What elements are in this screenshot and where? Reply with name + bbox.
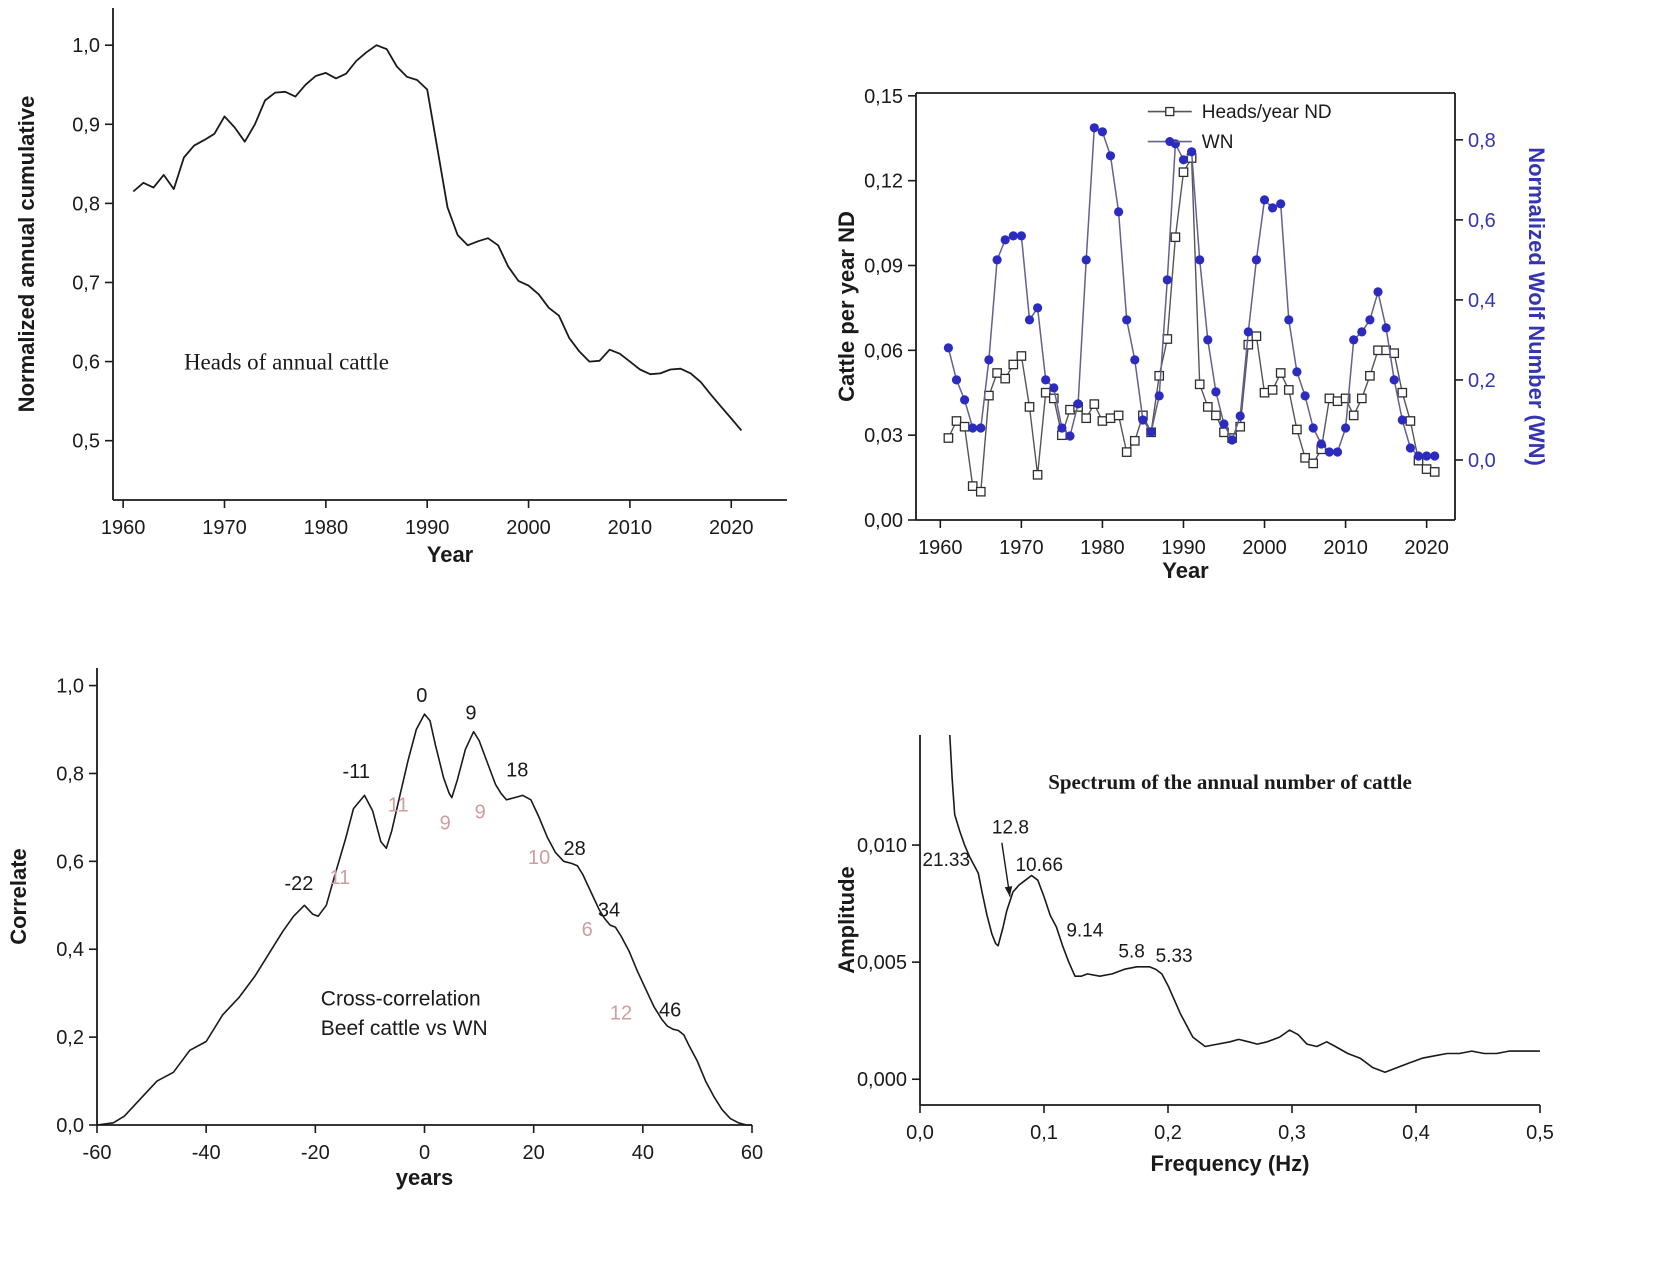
svg-text:0,8: 0,8 [56, 763, 84, 785]
svg-text:12: 12 [610, 1003, 632, 1025]
svg-text:9: 9 [465, 702, 476, 724]
svg-text:Normalized annual cumulative: Normalized annual cumulative [14, 96, 39, 413]
svg-text:0,2: 0,2 [56, 1027, 84, 1049]
svg-text:0,4: 0,4 [1402, 1122, 1430, 1144]
svg-text:Amplitude: Amplitude [834, 866, 859, 974]
svg-text:2010: 2010 [1323, 537, 1368, 559]
svg-text:0,1: 0,1 [1030, 1122, 1058, 1144]
svg-text:2010: 2010 [608, 517, 653, 539]
svg-text:1960: 1960 [918, 537, 963, 559]
svg-text:11: 11 [388, 795, 409, 817]
svg-text:1960: 1960 [101, 517, 146, 539]
svg-text:0: 0 [416, 685, 427, 707]
svg-text:28: 28 [563, 838, 585, 860]
svg-text:-22: -22 [285, 873, 314, 895]
svg-text:0,6: 0,6 [72, 352, 100, 374]
svg-text:Cross-correlation: Cross-correlation [321, 987, 481, 1010]
svg-text:0: 0 [419, 1142, 430, 1164]
svg-text:20: 20 [523, 1142, 545, 1164]
svg-text:5.33: 5.33 [1156, 946, 1193, 967]
svg-text:46: 46 [659, 999, 681, 1021]
svg-text:12.8: 12.8 [992, 817, 1029, 838]
svg-text:0,5: 0,5 [72, 431, 100, 453]
svg-text:-60: -60 [83, 1142, 112, 1164]
svg-text:0,0: 0,0 [906, 1122, 934, 1144]
svg-text:0,03: 0,03 [864, 425, 903, 447]
svg-text:0,12: 0,12 [864, 171, 903, 193]
svg-text:1980: 1980 [1080, 537, 1125, 559]
svg-text:10.66: 10.66 [1015, 855, 1063, 876]
svg-text:1970: 1970 [999, 537, 1044, 559]
svg-text:Cattle per year ND: Cattle per year ND [834, 211, 859, 402]
svg-text:0,9: 0,9 [72, 114, 100, 136]
svg-text:years: years [396, 1165, 454, 1190]
svg-text:0,000: 0,000 [857, 1069, 907, 1091]
svg-text:0,5: 0,5 [1526, 1122, 1554, 1144]
svg-text:6: 6 [582, 919, 593, 941]
svg-text:1,0: 1,0 [56, 676, 84, 698]
svg-text:0,4: 0,4 [1468, 290, 1496, 312]
svg-text:5.8: 5.8 [1118, 941, 1144, 962]
svg-text:1970: 1970 [202, 517, 247, 539]
svg-text:40: 40 [632, 1142, 654, 1164]
svg-text:0,15: 0,15 [864, 86, 903, 108]
svg-text:1990: 1990 [1161, 537, 1206, 559]
svg-text:0,8: 0,8 [72, 193, 100, 215]
svg-text:0,00: 0,00 [864, 510, 903, 532]
svg-text:10: 10 [528, 847, 550, 869]
svg-text:Heads/year ND: Heads/year ND [1202, 102, 1332, 123]
svg-text:0,2: 0,2 [1468, 370, 1496, 392]
svg-text:Spectrum of the annual number: Spectrum of the annual number of cattle [1048, 770, 1412, 794]
chart-cross-correlation: -60 -40 -20 0 20 40 600,00,20,40,60,81,0yearsC… [6, 668, 763, 1190]
svg-text:0,8: 0,8 [1468, 130, 1496, 152]
svg-text:0,06: 0,06 [864, 340, 903, 362]
svg-text:0,4: 0,4 [56, 939, 84, 961]
svg-text:2000: 2000 [1242, 537, 1287, 559]
svg-text:2020: 2020 [1404, 537, 1449, 559]
svg-text:0,6: 0,6 [56, 851, 84, 873]
svg-text:2000: 2000 [506, 517, 551, 539]
svg-text:0,005: 0,005 [857, 952, 907, 974]
svg-text:9.14: 9.14 [1066, 920, 1103, 941]
svg-text:1980: 1980 [304, 517, 349, 539]
svg-text:1990: 1990 [405, 517, 450, 539]
svg-text:0,0: 0,0 [56, 1115, 84, 1137]
svg-text:-20: -20 [301, 1142, 330, 1164]
svg-text:9: 9 [475, 801, 486, 823]
svg-text:Year: Year [427, 542, 474, 567]
panel-cattle-vs-wolf-number: 1960 1970 1980 1990 2000 2010 2020 0,00 0,03 0,06… [830, 50, 1654, 650]
svg-text:0,09: 0,09 [864, 255, 903, 277]
chart-normalized-annual-cumulative: 1960 1970 1980 1990 2000 2010 2020 0,5 0,6 0,7 0,8… [14, 8, 787, 567]
svg-text:Heads of annual cattle: Heads of annual cattle [184, 349, 389, 374]
svg-text:-11: -11 [343, 761, 370, 783]
panel-normalized-annual-cumulative: 1960 1970 1980 1990 2000 2010 2020 0,5 0,6 0,7 0,8… [0, 0, 800, 620]
svg-text:0,0: 0,0 [1468, 450, 1496, 472]
svg-text:0,7: 0,7 [72, 272, 100, 294]
chart-cattle-vs-wolf-number: 1960 1970 1980 1990 2000 2010 2020 0,00 0,03 0,06… [834, 86, 1549, 583]
svg-text:Normalized Wolf Number (WN): Normalized Wolf Number (WN) [1524, 147, 1549, 466]
svg-text:Beef cattle vs WN: Beef cattle vs WN [321, 1017, 488, 1040]
svg-text:21.33: 21.33 [922, 850, 970, 871]
svg-text:9: 9 [440, 813, 451, 835]
panel-spectrum: 0,0 0,1 0,2 0,3 0,4 0,5 0,000 0,005 0,010 Frequen… [830, 700, 1654, 1261]
panel-cross-correlation: -60 -40 -20 0 20 40 60 0,0 0,2 0,4 0,6 0,8 1,0 years C… [0, 652, 790, 1261]
svg-text:34: 34 [598, 899, 620, 921]
svg-text:1,0: 1,0 [72, 35, 100, 57]
svg-text:11: 11 [330, 867, 351, 889]
chart-spectrum: 0,0 0,1 0,2 0,3 0,4 0,5 0,000 0,005 0,010 Frequen… [834, 734, 1554, 1176]
svg-text:0,2: 0,2 [1154, 1122, 1182, 1144]
svg-text:Correlate: Correlate [6, 848, 31, 945]
svg-text:60: 60 [741, 1142, 763, 1164]
svg-text:18: 18 [506, 760, 528, 782]
svg-text:-40: -40 [192, 1142, 221, 1164]
svg-text:0,6: 0,6 [1468, 210, 1496, 232]
svg-text:2020: 2020 [709, 517, 754, 539]
svg-text:0,3: 0,3 [1278, 1122, 1306, 1144]
svg-text:0,010: 0,010 [857, 835, 907, 857]
svg-text:WN: WN [1202, 132, 1234, 153]
svg-text:Frequency (Hz): Frequency (Hz) [1151, 1151, 1310, 1176]
svg-text:Year: Year [1162, 558, 1209, 583]
